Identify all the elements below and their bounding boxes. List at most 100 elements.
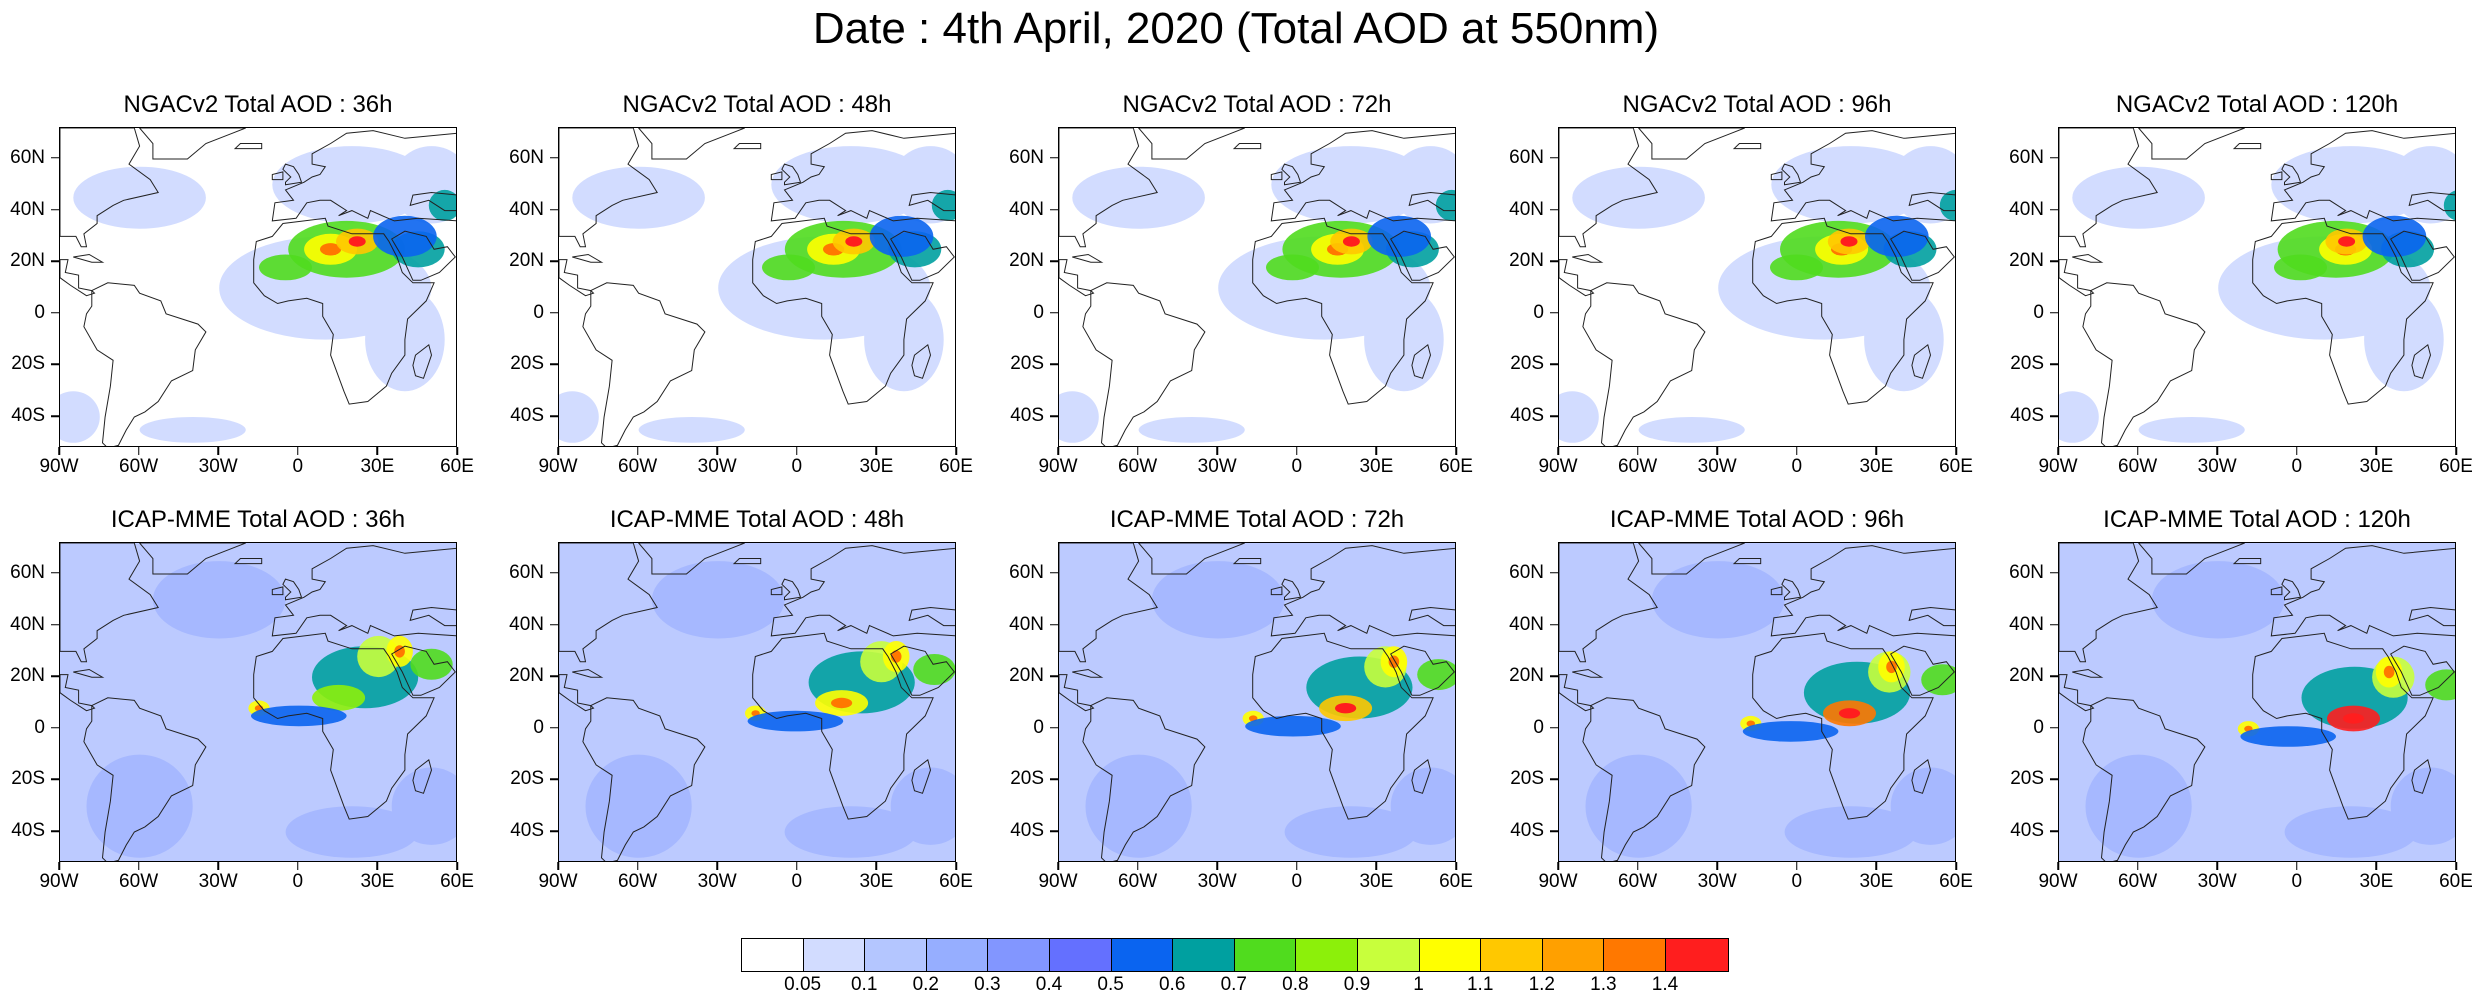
lat-label: 20N xyxy=(1509,665,1544,687)
coastline-europe xyxy=(1270,545,1455,637)
lat-tick xyxy=(1550,312,1558,314)
lon-label: 30E xyxy=(360,871,395,892)
lat-label: 20S xyxy=(2010,768,2044,790)
lat-label: 0 xyxy=(2033,716,2044,738)
coastline-samerica xyxy=(2082,282,2206,446)
lon-tick xyxy=(1136,447,1139,455)
coastline-cuba xyxy=(2072,253,2104,263)
lon-label: 60W xyxy=(618,456,658,477)
lon-label: 90W xyxy=(1538,456,1578,477)
coastline-africa xyxy=(253,217,435,405)
lon-label: 90W xyxy=(2038,871,2078,892)
lat-tick xyxy=(1550,778,1558,781)
coastline-ireland xyxy=(770,586,783,596)
colorbar-cell xyxy=(988,939,1050,971)
lon-label: 60W xyxy=(1118,456,1158,477)
lon-label: 90W xyxy=(2038,456,2078,477)
coastline-europe xyxy=(2270,130,2455,222)
coastline-asia xyxy=(1908,191,1955,212)
lat-tick xyxy=(1050,572,1058,574)
coastline-greenland xyxy=(637,128,745,160)
lat-label: 40N xyxy=(2009,613,2044,635)
lon-tick xyxy=(1955,447,1957,455)
lon-label: 90W xyxy=(538,871,578,892)
aod-low-patch xyxy=(1085,754,1192,858)
lat-label: 20S xyxy=(1010,768,1044,790)
lon-label: 30W xyxy=(198,456,238,477)
aod-field xyxy=(1059,128,1455,446)
lat-tick xyxy=(1550,572,1558,574)
colorbar-cell xyxy=(803,939,866,971)
lon-tick xyxy=(1296,447,1298,455)
lat-label: 40S xyxy=(2010,820,2044,842)
panel-title: ICAP-MME Total AOD : 48h xyxy=(609,506,905,533)
lat-tick xyxy=(1550,260,1558,262)
aod-plume-core xyxy=(845,236,863,247)
lon-tick xyxy=(1375,862,1378,870)
lon-label: 0 xyxy=(2291,456,2303,477)
lon-tick xyxy=(297,862,299,870)
aod-field xyxy=(2059,543,2455,861)
coastline-samerica xyxy=(582,697,706,861)
lat-tick xyxy=(550,312,558,314)
lat-tick xyxy=(2050,415,2058,417)
coastline-greenland xyxy=(1137,128,1245,160)
aod-plume xyxy=(1921,664,1955,696)
lat-label: 60N xyxy=(1509,561,1544,583)
map-panel: ICAP-MME Total AOD : 96h 60N 40N 20N 0 20S 40S… xyxy=(1509,506,1973,892)
lon-label: 60E xyxy=(1439,456,1473,477)
map-panel: ICAP-MME Total AOD : 48h 60N 40N 20N 0 20S 40S… xyxy=(509,506,973,892)
lon-tick xyxy=(796,447,798,455)
lon-label: 90W xyxy=(1038,456,1078,477)
lon-label: 60W xyxy=(119,456,159,477)
coastline-samerica xyxy=(1582,282,1706,446)
lon-label: 60E xyxy=(440,456,474,477)
lon-tick xyxy=(1716,862,1718,870)
aod-map xyxy=(1058,542,1456,862)
lat-label: 20N xyxy=(10,665,45,687)
lat-tick xyxy=(2050,312,2058,314)
lat-tick xyxy=(1050,260,1058,262)
coastline-britain xyxy=(1281,578,1302,601)
coastline-samerica xyxy=(1082,697,1206,861)
aod-low-patch xyxy=(86,754,193,858)
aod-low-patch xyxy=(2151,561,2285,639)
lat-tick xyxy=(550,572,558,574)
lon-label: 30W xyxy=(1697,456,1737,477)
colorbar-label: 0.8 xyxy=(1282,974,1309,995)
lat-tick xyxy=(1550,157,1558,159)
lat-tick xyxy=(2050,208,2058,211)
colorbar-cell xyxy=(1481,939,1543,971)
lat-tick xyxy=(51,363,59,366)
aod-field xyxy=(559,543,955,861)
aod-low-patch xyxy=(2072,166,2205,229)
lat-label: 40S xyxy=(1010,405,1044,427)
lon-label: 0 xyxy=(1291,871,1303,892)
aod-field xyxy=(1559,128,1955,446)
lon-label: 30W xyxy=(1697,871,1737,892)
coastline-africa xyxy=(1752,217,1934,405)
colorbar-label: 0.1 xyxy=(850,974,878,995)
aod-plume xyxy=(1865,215,1929,257)
aod-plume xyxy=(2425,669,2455,701)
colorbar-cell xyxy=(1604,939,1666,971)
coastline-iceland xyxy=(1232,143,1262,150)
aod-low-patch xyxy=(2284,806,2418,858)
aod-plume xyxy=(1266,254,1319,281)
map-panel: ICAP-MME Total AOD : 120h 60N 40N 20N 0 20S 40… xyxy=(2009,506,2472,892)
coastline-cuba xyxy=(2072,668,2104,678)
lat-tick xyxy=(550,778,558,781)
map-panel: ICAP-MME Total AOD : 36h 60N 40N 20N 0 20S 40S… xyxy=(10,506,474,892)
lat-label: 20N xyxy=(2009,665,2044,687)
coastline-arabia xyxy=(1390,230,1455,281)
aod-field xyxy=(559,128,955,446)
lon-tick xyxy=(557,862,559,870)
aod-plume xyxy=(2443,190,2455,221)
panel-title: NGACv2 Total AOD : 120h xyxy=(2115,91,2399,118)
lat-tick xyxy=(1550,208,1558,211)
coastline-britain xyxy=(1781,578,1802,601)
coastline-samerica xyxy=(1082,282,1206,446)
lon-label: 60E xyxy=(939,871,973,892)
aod-plume xyxy=(1245,715,1341,737)
lon-tick xyxy=(376,862,379,870)
